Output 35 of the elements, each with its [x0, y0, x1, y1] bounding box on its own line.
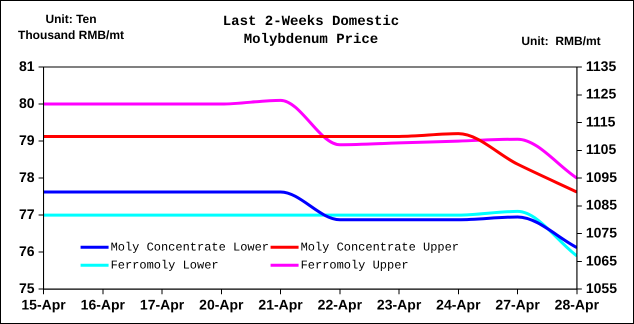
x-tick-label: 15-Apr: [21, 296, 66, 312]
y-tick-label: 80: [18, 94, 35, 111]
y-tick-label: 77: [18, 206, 35, 222]
y2-tick-label: 1085: [586, 196, 618, 213]
chart-title: Last 2-Weeks Domestic Molybdenum Price: [222, 13, 400, 49]
y-tick-label: 75: [18, 280, 35, 296]
y2-tick-label: 1095: [586, 168, 618, 185]
line-series: [42, 132, 578, 194]
y2-tick-label: 1115: [586, 113, 616, 130]
y2-tick-label: 1105: [586, 141, 616, 158]
y2-tick-label: 1055: [586, 280, 618, 296]
x-tick-label: 17-Apr: [140, 296, 185, 312]
y2-axis-title: Unit: RMB/mt: [520, 33, 602, 49]
y-tick-label: 78: [18, 168, 35, 185]
x-tick-label: 23-Apr: [376, 296, 422, 312]
y2-tick-label: 1065: [586, 252, 618, 268]
y-axis-title: Unit: Ten Thousand RMB/mt: [17, 11, 125, 43]
x-tick-label: 27-Apr: [495, 296, 540, 312]
x-tick-label: 20-Apr: [199, 296, 244, 312]
y-tick-label: 81: [18, 58, 35, 74]
line-series: [42, 98, 578, 180]
y2-tick-label: 1135: [586, 58, 616, 74]
legend-label: Ferromoly Upper: [300, 258, 409, 272]
legend-label: Moly Concentrate Lower: [110, 240, 270, 254]
legend-label: Moly Concentrate Upper: [300, 240, 460, 254]
x-tick-label: 24-Apr: [436, 296, 482, 312]
y2-tick-label: 1075: [586, 224, 618, 241]
legend-label: Ferromoly Lower: [110, 258, 219, 272]
y-tick-label: 79: [18, 132, 35, 148]
x-tick-label: 16-Apr: [80, 296, 126, 312]
y-tick-label: 76: [18, 243, 35, 260]
x-tick-label: 28-Apr: [554, 296, 600, 312]
x-tick-label: 21-Apr: [258, 296, 304, 312]
y2-tick-label: 1125: [586, 86, 616, 102]
x-tick-label: 22-Apr: [318, 296, 363, 312]
